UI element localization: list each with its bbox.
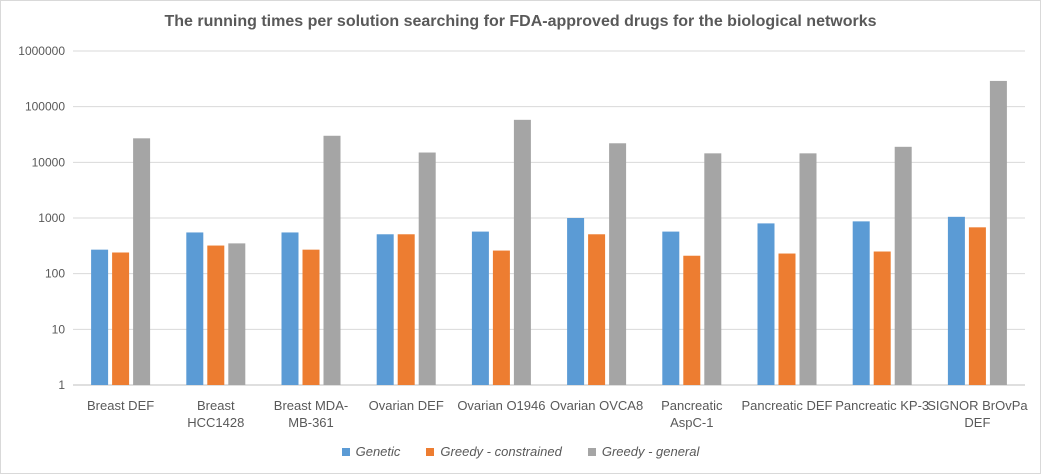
bar — [281, 232, 299, 385]
bar — [376, 234, 394, 385]
bar — [397, 234, 415, 385]
y-tick-label: 100 — [45, 267, 65, 281]
bar — [778, 253, 796, 385]
bar — [704, 153, 722, 385]
x-tick-label: Pancreatic DEF — [741, 398, 832, 413]
x-tick-label: Breast DEF — [87, 398, 154, 413]
legend-item: Greedy - general — [587, 444, 700, 459]
legend-item: Greedy - constrained — [426, 444, 562, 459]
bar — [207, 245, 225, 385]
x-tick-label: Breast — [197, 398, 235, 413]
x-tick-label: DEF — [964, 415, 990, 430]
bar — [112, 252, 130, 385]
x-tick-label: Ovarian O1946 — [457, 398, 545, 413]
bar — [852, 221, 870, 385]
x-tick-label: SIGNOR BrOvPa — [927, 398, 1028, 413]
x-tick-label: Breast MDA- — [274, 398, 348, 413]
legend-item: Genetic — [341, 444, 401, 459]
x-tick-label: Ovarian DEF — [369, 398, 444, 413]
x-tick-label: Pancreatic — [661, 398, 723, 413]
y-tick-label: 1000 — [38, 211, 65, 225]
x-tick-label: HCC1428 — [187, 415, 244, 430]
bar — [567, 218, 585, 385]
bar — [418, 152, 436, 385]
y-tick-label: 1000000 — [18, 44, 65, 58]
bar — [683, 255, 701, 385]
bar — [492, 250, 510, 385]
legend-swatch — [341, 447, 350, 456]
bar — [947, 216, 965, 385]
bar — [588, 234, 606, 385]
x-tick-label: AspC-1 — [670, 415, 713, 430]
legend-label: Greedy - constrained — [440, 444, 562, 459]
bar — [471, 231, 489, 385]
bar — [662, 231, 680, 385]
bar — [609, 143, 627, 385]
bar — [989, 80, 1007, 385]
bar — [513, 119, 531, 385]
x-tick-label: MB-361 — [288, 415, 334, 430]
chart-legend: Genetic Greedy - constrained Greedy - gene… — [0, 444, 1041, 459]
y-tick-label: 100000 — [25, 100, 65, 114]
y-tick-label: 10 — [52, 322, 66, 336]
bar — [873, 251, 891, 385]
x-tick-label: Pancreatic KP-3 — [835, 398, 929, 413]
legend-label: Greedy - general — [601, 444, 700, 459]
bar — [323, 135, 341, 385]
bar — [133, 138, 151, 385]
x-tick-label: Ovarian OVCA8 — [550, 398, 643, 413]
bar — [91, 249, 109, 385]
bar — [186, 232, 204, 385]
bar — [228, 243, 246, 385]
legend-label: Genetic — [355, 444, 401, 459]
chart-title: The running times per solution searching… — [164, 13, 877, 30]
bar — [302, 249, 320, 385]
bar — [799, 153, 817, 385]
legend-swatch — [587, 447, 596, 456]
legend-swatch — [426, 447, 435, 456]
bar — [968, 227, 986, 385]
y-tick-label: 10000 — [32, 155, 66, 169]
bar — [894, 146, 912, 385]
y-tick-label: 1 — [58, 378, 65, 392]
bar — [757, 223, 775, 385]
